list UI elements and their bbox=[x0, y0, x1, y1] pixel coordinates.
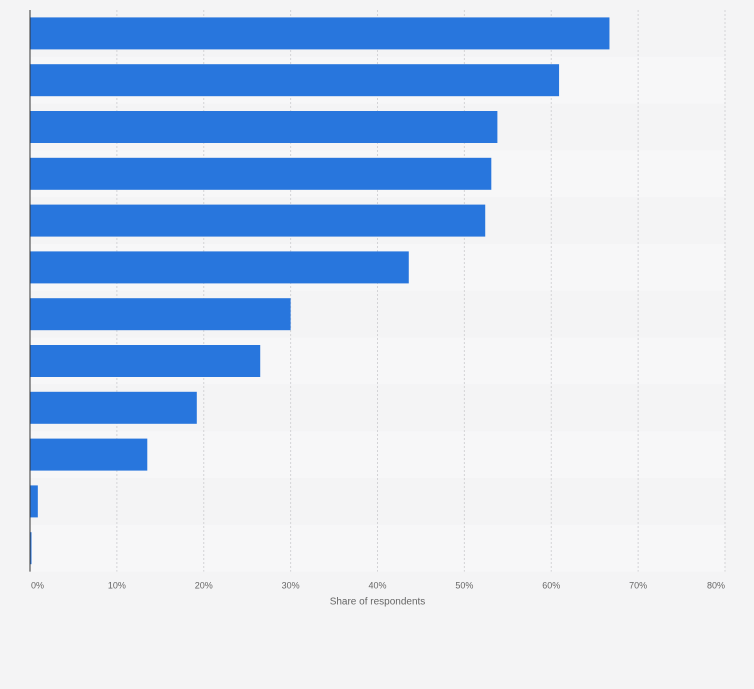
x-tick-label: 50% bbox=[455, 581, 473, 591]
x-axis-tick-labels: 0% 10% 20% 30% 40% 50% 60% 70% 80% bbox=[31, 581, 725, 591]
x-tick-label: 40% bbox=[368, 581, 386, 591]
vertical-gridlines bbox=[116, 10, 726, 572]
bars bbox=[30, 17, 610, 565]
row-band bbox=[30, 478, 725, 525]
bar[interactable] bbox=[30, 251, 409, 284]
bar[interactable] bbox=[30, 485, 38, 518]
x-tick-label: 60% bbox=[542, 581, 560, 591]
bar[interactable] bbox=[30, 204, 486, 237]
bar[interactable] bbox=[30, 345, 261, 377]
bar[interactable] bbox=[30, 157, 492, 190]
x-tick-label: 30% bbox=[282, 581, 300, 591]
bar[interactable] bbox=[30, 438, 148, 471]
x-tick-label: 0% bbox=[31, 581, 44, 591]
bar[interactable] bbox=[30, 17, 610, 50]
x-axis-title: Share of respondents bbox=[330, 597, 426, 608]
bar[interactable] bbox=[30, 64, 560, 97]
bar[interactable] bbox=[30, 111, 498, 143]
x-tick-label: 80% bbox=[707, 581, 725, 591]
bar[interactable] bbox=[30, 298, 291, 331]
bar[interactable] bbox=[30, 532, 32, 565]
bar[interactable] bbox=[30, 391, 197, 424]
x-tick-label: 10% bbox=[108, 581, 126, 591]
x-tick-label: 20% bbox=[195, 581, 213, 591]
x-tick-label: 70% bbox=[629, 581, 647, 591]
